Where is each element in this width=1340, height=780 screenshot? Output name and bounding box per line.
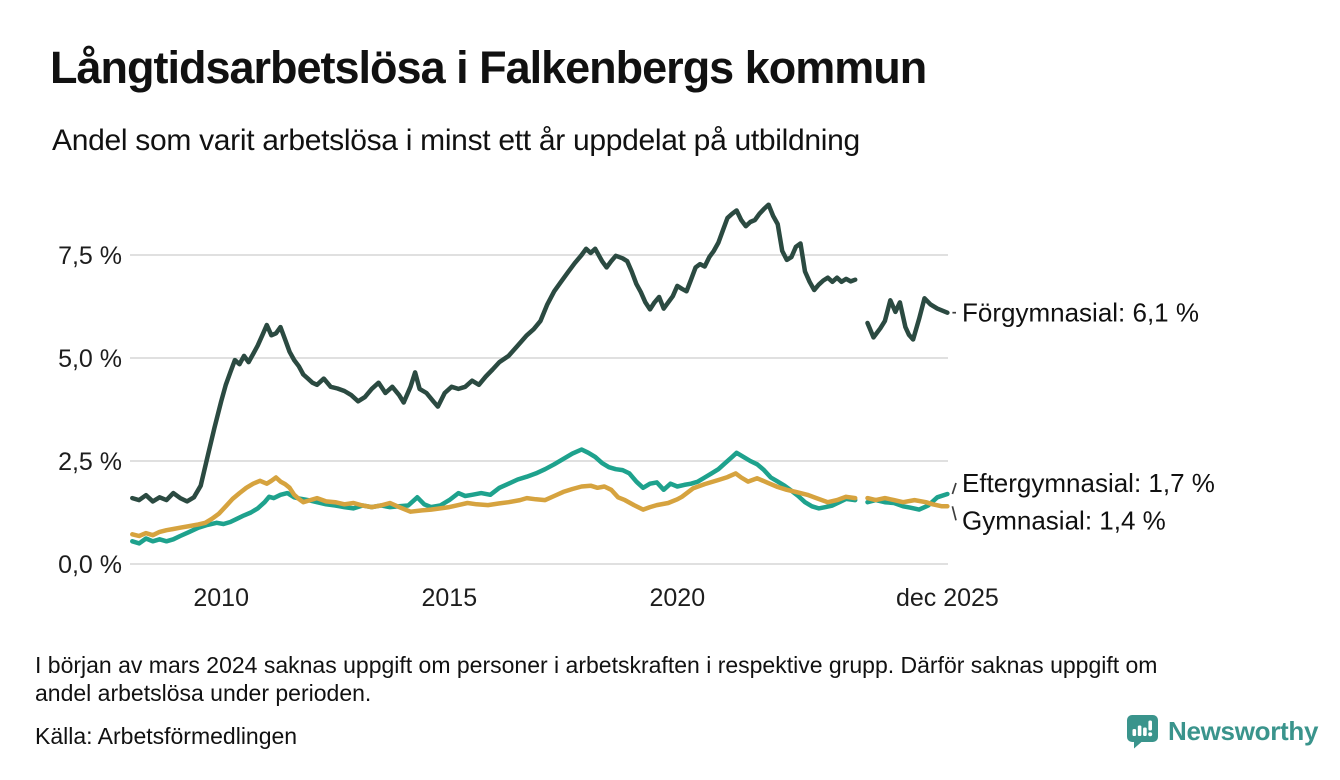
series-line-förgymnasial [865,296,950,342]
x-tick-label: 2020 [649,584,705,612]
x-tick-label: 2015 [421,584,477,612]
series-end-label: Förgymnasial: 6,1 % [962,298,1199,328]
annotation-leader [951,482,957,495]
chart-footnote: I början av mars 2024 saknas uppgift om … [35,651,1157,707]
y-tick-label: 2,5 % [58,448,122,476]
series-line-förgymnasial [130,202,858,504]
source-label: Källa: Arbetsförmedlingen [35,723,298,749]
x-tick-label: dec 2025 [896,584,999,612]
series-line-eftergymnasial [130,447,858,546]
series-end-label: Eftergymnasial: 1,7 % [962,468,1215,498]
series-line-gymnasial [130,471,858,539]
footnote-line-2: andel arbetslösa under perioden. [35,680,372,706]
newsworthy-logo-icon [1127,715,1158,749]
newsworthy-logo-text: Newsworthy [1168,716,1319,746]
series-line-gymnasial [865,495,950,509]
x-tick-label: 2010 [193,584,249,612]
series-end-label: Gymnasial: 1,4 % [962,505,1166,535]
newsworthy-logo: Newsworthy [1126,714,1318,749]
annotation-leader [951,506,957,521]
y-tick-label: 0,0 % [58,551,122,579]
y-tick-label: 7,5 % [58,242,122,270]
page-title: Långtidsarbetslösa i Falkenbergs kommun [50,42,927,93]
footnote-line-1: I början av mars 2024 saknas uppgift om … [35,652,1158,678]
y-tick-label: 5,0 % [58,345,122,373]
page-subtitle: Andel som varit arbetslösa i minst ett å… [52,124,860,157]
